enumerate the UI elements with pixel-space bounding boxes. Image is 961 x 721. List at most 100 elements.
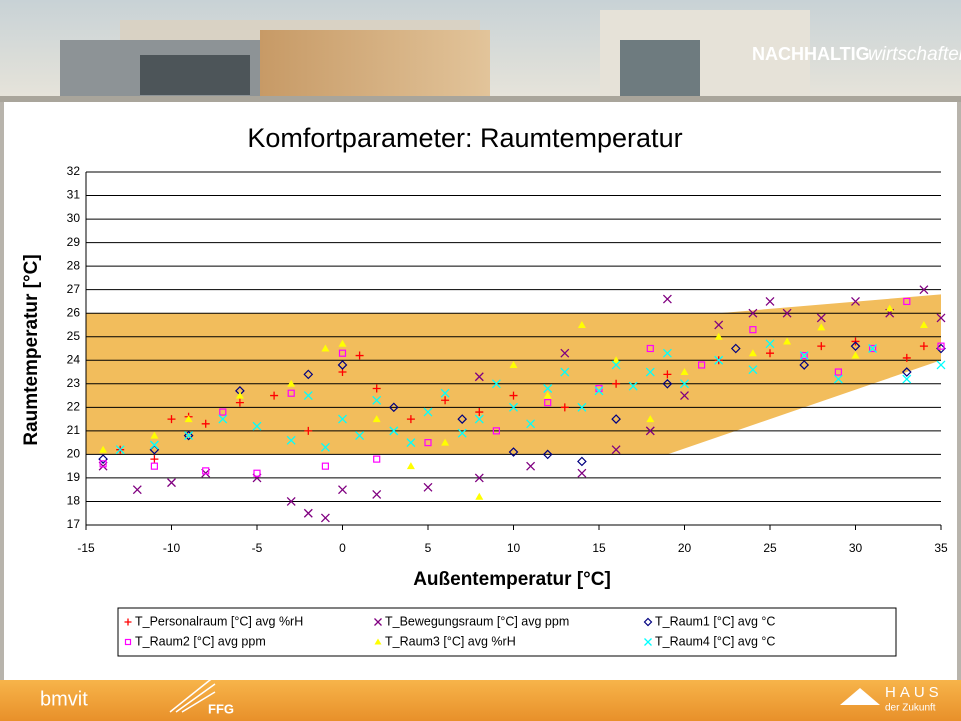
marker-x xyxy=(645,367,655,377)
marker-x xyxy=(644,638,652,646)
x-tick-label: -10 xyxy=(163,541,181,555)
x-tick-label: 20 xyxy=(678,541,692,555)
marker-diamond xyxy=(508,447,519,457)
marker-square xyxy=(202,467,210,475)
marker-triangle xyxy=(184,415,193,423)
y-tick-label: 18 xyxy=(67,494,81,508)
marker-x xyxy=(662,348,672,358)
haus-logo: HAUS xyxy=(885,684,943,701)
marker-x xyxy=(526,419,536,429)
marker-square xyxy=(868,344,877,353)
marker-x xyxy=(799,351,809,361)
marker-square xyxy=(834,368,843,376)
marker-diamond xyxy=(337,360,348,370)
marker-x xyxy=(252,421,262,431)
marker-square xyxy=(937,342,945,350)
header-image: NACHHALTIG wirtschaften xyxy=(0,0,961,102)
marker-plus xyxy=(372,384,381,393)
marker-triangle xyxy=(646,415,655,423)
marker-x xyxy=(577,402,587,412)
y-tick-label: 25 xyxy=(67,329,81,343)
marker-plus xyxy=(663,370,672,379)
marker-triangle xyxy=(851,351,860,359)
brand-bold: NACHHALTIG xyxy=(752,44,870,64)
marker-square xyxy=(749,326,757,334)
marker-x xyxy=(868,344,878,353)
marker-x xyxy=(748,365,758,375)
marker-x xyxy=(320,513,330,523)
marker-x xyxy=(577,468,587,478)
marker-triangle xyxy=(372,415,381,423)
marker-x xyxy=(680,391,689,401)
marker-x xyxy=(184,431,194,441)
marker-diamond xyxy=(303,369,314,380)
marker-x xyxy=(320,442,330,452)
marker-triangle xyxy=(287,379,296,387)
marker-square xyxy=(150,462,158,470)
x-axis-title: Außentemperatur [°C] xyxy=(413,569,611,590)
y-tick-label: 30 xyxy=(67,211,81,225)
marker-x xyxy=(218,414,228,424)
marker-square xyxy=(697,361,706,369)
marker-x xyxy=(936,313,946,323)
marker-x xyxy=(509,402,518,412)
marker-plus xyxy=(817,342,826,351)
marker-plus xyxy=(167,415,176,424)
marker-diamond xyxy=(730,343,741,354)
chart-title: Komfortparameter: Raumtemperatur xyxy=(247,123,682,153)
marker-diamond xyxy=(662,378,673,389)
marker-diamond xyxy=(643,617,653,627)
marker-triangle xyxy=(509,360,518,368)
legend-box xyxy=(117,607,897,657)
footer: bmvit FFG HAUS der Zukunft xyxy=(0,675,961,721)
marker-x xyxy=(628,381,638,391)
marker-x xyxy=(680,379,689,389)
marker-x xyxy=(372,489,382,499)
marker-x xyxy=(833,374,843,384)
marker-plus xyxy=(475,408,484,417)
marker-triangle xyxy=(150,431,159,439)
marker-plus xyxy=(560,403,569,412)
marker-x xyxy=(303,391,313,401)
legend-label: T_Bewegungsraum [°C] avg ppm xyxy=(385,614,569,628)
marker-x xyxy=(286,497,296,506)
marker-diamond xyxy=(850,341,861,351)
marker-x xyxy=(560,367,570,377)
marker-plus xyxy=(304,426,313,435)
legend: T_Personalraum [°C] avg %rH T_Bewegungsra… xyxy=(124,614,775,648)
marker-x xyxy=(748,308,758,318)
marker-square xyxy=(253,469,261,477)
marker-plus xyxy=(124,618,132,626)
y-tick-label: 22 xyxy=(67,400,81,414)
marker-diamond xyxy=(542,449,553,460)
marker-x xyxy=(457,428,467,438)
marker-triangle xyxy=(374,638,382,645)
marker-x xyxy=(526,461,536,471)
marker-diamond xyxy=(577,456,587,467)
marker-diamond xyxy=(183,430,194,441)
legend-label: T_Personalraum [°C] avg %rH xyxy=(135,614,303,628)
y-tick-label: 24 xyxy=(67,352,81,366)
marker-square xyxy=(800,351,808,360)
marker-x xyxy=(662,294,672,304)
brand-italic: wirtschaften xyxy=(868,44,961,65)
marker-x xyxy=(115,445,125,455)
marker-diamond xyxy=(901,367,912,377)
marker-triangle xyxy=(338,339,347,347)
y-tick-label: 17 xyxy=(67,517,81,531)
marker-square xyxy=(903,297,911,306)
y-tick-label: 32 xyxy=(67,164,81,178)
marker-x xyxy=(423,407,433,417)
marker-square xyxy=(373,455,381,463)
marker-x xyxy=(611,360,621,370)
marker-x xyxy=(714,320,724,330)
marker-triangle xyxy=(714,332,723,340)
legend-label: T_Raum4 [°C] avg °C xyxy=(655,634,775,648)
marker-square xyxy=(646,344,654,353)
marker-x xyxy=(440,388,450,398)
marker-x xyxy=(286,435,296,445)
x-tick-label: 30 xyxy=(849,541,863,555)
marker-x xyxy=(389,426,399,436)
marker-plus xyxy=(902,353,911,362)
